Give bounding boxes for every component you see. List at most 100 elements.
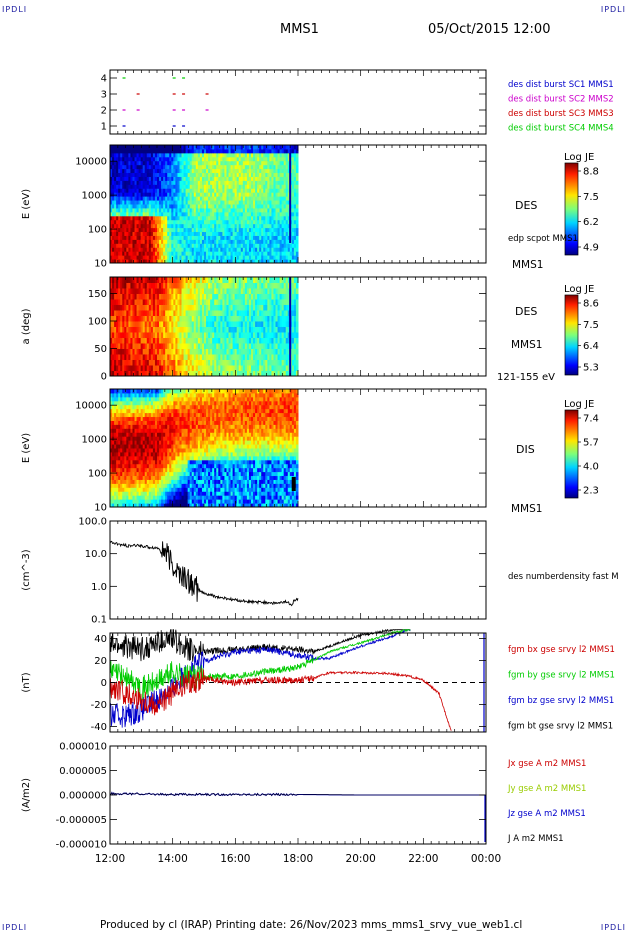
- dis-energy-ytick-0: 10000: [75, 401, 107, 412]
- des-pitch-spectrogram: [110, 277, 299, 377]
- current-ytick-0: 0.000010: [59, 742, 107, 753]
- burst-ytick-3: 1: [101, 122, 107, 133]
- current-line-j: [109, 791, 486, 797]
- des-energy-ylabel: E (eV): [21, 189, 32, 219]
- dis-energy-label: DIS: [516, 443, 535, 456]
- time-axis-tick-5: 22:00: [408, 853, 438, 865]
- density-line: [109, 540, 299, 607]
- density-ytick-2: 1.0: [91, 582, 107, 593]
- bfield-line-0: [109, 668, 452, 731]
- burst-legend-2: des dist burst SC3 MMS3: [508, 109, 614, 119]
- current-ylabel: (A/m2): [21, 778, 32, 812]
- density-ylabel: (cm^-3): [21, 549, 32, 590]
- des-energy-ytick-2: 100: [88, 225, 107, 236]
- spacecraft-title: MMS1: [280, 22, 319, 37]
- des-pitch-ytick-2: 50: [94, 344, 107, 355]
- time-axis-tick-4: 20:00: [346, 853, 376, 865]
- des-pitch-colorbar: [564, 294, 579, 376]
- dis-energy-ytick-3: 10: [94, 503, 107, 514]
- des-pitch-colorbar-tick-0: 8.6: [583, 299, 599, 310]
- time-axis-tick-6: 00:00: [471, 853, 501, 865]
- des-pitch-ytick-0: 150: [88, 289, 107, 300]
- des-energy-colorbar: [564, 162, 579, 256]
- current-ytick-3: -0.000005: [56, 815, 107, 826]
- des-energy-ytick-3: 10: [94, 259, 107, 270]
- des-pitch-colorbar-tick-1: 7.5: [583, 320, 599, 331]
- bfield-ylabel: (nT): [21, 672, 32, 692]
- density-ytick-3: 0.1: [91, 615, 107, 626]
- des-energy-colorbar-tick-0: 8.8: [583, 167, 599, 178]
- dis-energy-ylabel: E (eV): [21, 433, 32, 463]
- dis-energy-ytick-1: 1000: [82, 435, 107, 446]
- des-energy-sublabel: edp scpot MMS1: [508, 234, 578, 244]
- des-pitch-colorbar-tick-3: 5.3: [583, 363, 599, 374]
- current-ytick-2: 0.000000: [59, 791, 107, 802]
- des-energy-label: DES: [515, 199, 537, 212]
- dis-energy-colorbar-title: Log JE: [564, 399, 594, 410]
- corner-logo-br: IPDLI: [600, 923, 626, 932]
- burst-panel-frame: [109, 69, 487, 135]
- burst-legend-3: des dist burst SC4 MMS4: [508, 124, 614, 134]
- burst-legend-0: des dist burst SC1 MMS1: [508, 80, 614, 90]
- des-energy-ytick-1: 1000: [82, 191, 107, 202]
- des-energy-colorbar-tick-1: 7.5: [583, 192, 599, 203]
- dis-energy-spectrogram: [110, 389, 299, 508]
- dis-energy-spacecraft: MMS1: [511, 503, 542, 515]
- des-pitch-ylabel: a (deg): [21, 308, 32, 344]
- bfield-legend-1: fgm by gse srvy l2 MMS1: [508, 671, 615, 681]
- time-axis-tick-0: 12:00: [95, 853, 125, 865]
- current-legend-3: J A m2 MMS1: [507, 834, 564, 844]
- burst-ytick-1: 3: [101, 90, 107, 101]
- des-pitch-ytick-3: 0: [101, 372, 107, 383]
- bfield-ytick-1: 20: [94, 656, 107, 667]
- bfield-ytick-0: 40: [94, 634, 107, 645]
- current-ytick-1: 0.000005: [59, 766, 107, 777]
- des-energy-colorbar-tick-3: 4.9: [583, 243, 599, 254]
- current-legend-0: Jx gse A m2 MMS1: [507, 759, 586, 769]
- dis-energy-colorbar-tick-1: 5.7: [583, 438, 599, 449]
- dis-energy-colorbar-tick-0: 7.4: [583, 414, 599, 425]
- bfield-line-1: [109, 628, 411, 701]
- dis-energy-gap: [291, 477, 296, 491]
- time-axis-tick-2: 16:00: [220, 853, 250, 865]
- burst-ytick-2: 2: [101, 106, 107, 117]
- des-energy-colorbar-tick-2: 6.2: [583, 217, 599, 228]
- des-pitch-label: DES: [515, 305, 537, 318]
- plot-datetime: 05/Oct/2015 12:00: [428, 22, 551, 37]
- footer-credits: Produced by cl (IRAP) Printing date: 26/…: [100, 919, 523, 931]
- bfield-legend-3: fgm bt gse srvy l2 MMS1: [508, 722, 613, 732]
- bfield-ytick-2: 0: [101, 678, 107, 689]
- des-pitch-spacecraft: MMS1: [511, 339, 542, 351]
- burst-legend-1: des dist burst SC2 MMS2: [508, 95, 614, 105]
- density-ytick-1: 10.0: [85, 549, 107, 560]
- dis-energy-ytick-2: 100: [88, 469, 107, 480]
- density-legend-0: des numberdensity fast M: [508, 572, 619, 582]
- corner-logo-tr: IPDLI: [600, 5, 626, 14]
- des-energy-spectrogram: [110, 145, 299, 264]
- corner-logo-tl: IPDLI: [2, 5, 28, 14]
- current-legend-2: Jz gse A m2 MMS1: [507, 809, 586, 819]
- dis-energy-colorbar-tick-2: 4.0: [583, 462, 599, 473]
- des-energy-ytick-0: 10000: [75, 157, 107, 168]
- burst-ytick-0: 4: [101, 74, 107, 85]
- des-energy-spacecraft: MMS1: [512, 259, 543, 271]
- bfield-line-3: [109, 628, 411, 662]
- density-panel-frame: [109, 520, 487, 620]
- time-axis-tick-3: 18:00: [283, 853, 313, 865]
- corner-logo-bl: IPDLI: [2, 923, 28, 932]
- current-ytick-4: -0.000010: [56, 840, 107, 851]
- bfield-ytick-3: -20: [91, 700, 107, 711]
- des-pitch-energy-range: 121-155 eV: [497, 372, 555, 383]
- time-axis-tick-1: 14:00: [158, 853, 188, 865]
- dis-energy-colorbar: [564, 409, 579, 499]
- current-legend-1: Jy gse A m2 MMS1: [507, 784, 586, 794]
- des-energy-colorbar-title: Log JE: [564, 152, 594, 163]
- des-pitch-colorbar-title: Log JE: [564, 284, 594, 295]
- des-pitch-ytick-1: 100: [88, 317, 107, 328]
- dis-energy-colorbar-tick-3: 2.3: [583, 486, 599, 497]
- bfield-legend-2: fgm bz gse srvy l2 MMS1: [508, 696, 614, 706]
- bfield-legend-0: fgm bx gse srvy l2 MMS1: [508, 645, 615, 655]
- density-ytick-0: 100.0: [78, 517, 107, 528]
- des-pitch-colorbar-tick-2: 6.4: [583, 341, 599, 352]
